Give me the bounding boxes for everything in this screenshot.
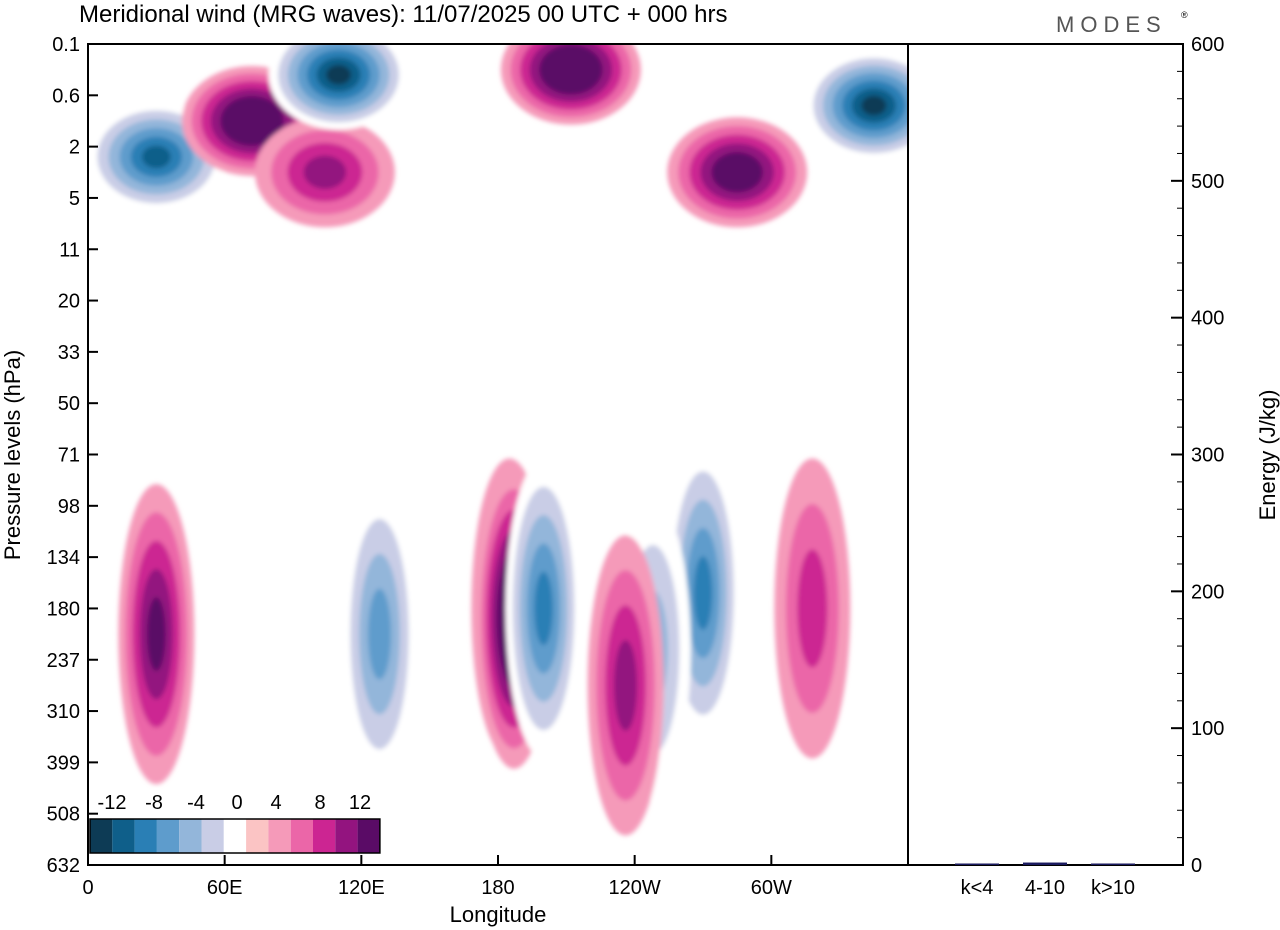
contour-level [558, 59, 584, 80]
y-tick-label: 98 [58, 496, 80, 518]
y-tick-label: 2 [69, 137, 80, 159]
energy-tick-label: 0 [1191, 855, 1202, 877]
energy-tick-label: 300 [1191, 445, 1224, 467]
contour-level [797, 549, 828, 668]
y-tick-label: 20 [58, 291, 80, 313]
positive-wind-cell [118, 484, 195, 785]
x-tick-label: 60E [207, 877, 243, 899]
energy-bar [1023, 862, 1067, 865]
y-tick-label: 632 [47, 855, 80, 877]
brand-logo: MODES [1056, 12, 1167, 37]
colorbar-swatch [201, 819, 224, 853]
contour-level [693, 556, 713, 630]
chart-title: Meridional wind (MRG waves): 11/07/2025 … [79, 1, 728, 28]
energy-tick-label: 600 [1191, 34, 1224, 56]
energy-tick-label: 500 [1191, 171, 1224, 193]
contour-field [88, 44, 908, 836]
y-axis-label: Pressure levels (hPa) [0, 350, 25, 560]
negative-wind-cell [665, 443, 741, 744]
energy-axis: 0 100 200 300 400 500 600 [1171, 34, 1224, 877]
colorbar-frame [89, 818, 381, 854]
colorbar-swatch [134, 819, 157, 853]
contour-level [303, 155, 347, 189]
positive-wind-cell [774, 458, 851, 759]
colorbar-label: 8 [314, 792, 325, 814]
colorbar-label: 0 [231, 792, 242, 814]
x-axis-label: Longitude [450, 902, 547, 927]
x-tick-label: 60W [751, 877, 792, 899]
y-tick-label: 237 [47, 650, 80, 672]
colorbar-swatch [223, 819, 247, 853]
x-axis: 0 60E 120E 180 120W 60W [82, 855, 792, 899]
colorbar-label: 12 [349, 792, 371, 814]
y-tick-label: 50 [58, 393, 80, 415]
colorbar-label: -12 [98, 792, 127, 814]
colorbar-label: 4 [270, 792, 281, 814]
energy-bars: k<4 4-10 k>10 [955, 862, 1135, 899]
energy-category-label: k<4 [961, 877, 994, 899]
colorbar-label: -4 [187, 792, 205, 814]
contour-level [722, 160, 752, 184]
x-tick-label: 120E [338, 877, 385, 899]
energy-axis-label: Energy (J/kg) [1255, 390, 1280, 521]
contour-level [141, 145, 171, 169]
colorbar-swatch [313, 819, 336, 853]
contour-shading [88, 44, 908, 836]
y-tick-label: 11 [59, 239, 80, 261]
colorbar-swatch [156, 819, 180, 853]
energy-tick-label: 200 [1191, 581, 1224, 603]
contour-level [534, 571, 553, 646]
energy-bar [1091, 863, 1135, 865]
colorbar-swatch [357, 819, 380, 853]
negative-wind-cell [505, 458, 582, 759]
colorbar-label: -8 [145, 792, 163, 814]
contour-level [614, 640, 638, 731]
negative-wind-cell [341, 484, 418, 785]
contour-level [861, 95, 887, 116]
energy-tick-label: 400 [1191, 308, 1224, 330]
y-tick-label: 33 [58, 342, 80, 364]
positive-wind-cell [587, 535, 664, 836]
colorbar-swatch [268, 819, 291, 853]
y-tick-label: 71 [58, 445, 80, 467]
contour-level [326, 64, 352, 85]
positive-wind-cell [254, 117, 395, 228]
y-tick-label: 508 [47, 804, 80, 826]
y-tick-label: 0.6 [52, 85, 80, 107]
energy-category-label: 4-10 [1025, 877, 1065, 899]
contour-level [368, 588, 392, 680]
y-tick-label: 310 [47, 701, 80, 723]
energy-category-label: k>10 [1091, 877, 1135, 899]
y-axis: 0.1 0.6 2 5 11 20 33 50 71 98 134 180 237 310 399 508 63… [47, 34, 98, 877]
y-tick-label: 0.1 [52, 34, 80, 56]
x-tick-label: 120W [609, 877, 661, 899]
colorbar-legend: -12 -8 -4 0 4 8 12 [89, 792, 381, 854]
colorbar-swatch [112, 819, 135, 853]
y-tick-label: 399 [47, 752, 80, 774]
negative-wind-cell [803, 50, 908, 161]
positive-wind-cell [500, 44, 641, 125]
contour-level [239, 111, 265, 131]
y-tick-label: 134 [47, 547, 80, 569]
y-tick-label: 180 [47, 598, 80, 620]
brand-registered-mark: ® [1181, 10, 1188, 20]
energy-tick-label: 100 [1191, 718, 1224, 740]
colorbar-swatch [90, 819, 113, 853]
contour-level [147, 597, 166, 671]
x-tick-label: 0 [82, 877, 93, 899]
colorbar-swatch [290, 819, 313, 853]
y-tick-label: 5 [69, 188, 80, 210]
positive-wind-cell [667, 117, 808, 228]
x-tick-label: 180 [481, 877, 514, 899]
negative-wind-cell [268, 44, 409, 130]
energy-bar [955, 863, 999, 865]
colorbar-swatch [246, 819, 269, 853]
colorbar-swatch [179, 819, 202, 853]
colorbar-swatch [335, 819, 358, 853]
